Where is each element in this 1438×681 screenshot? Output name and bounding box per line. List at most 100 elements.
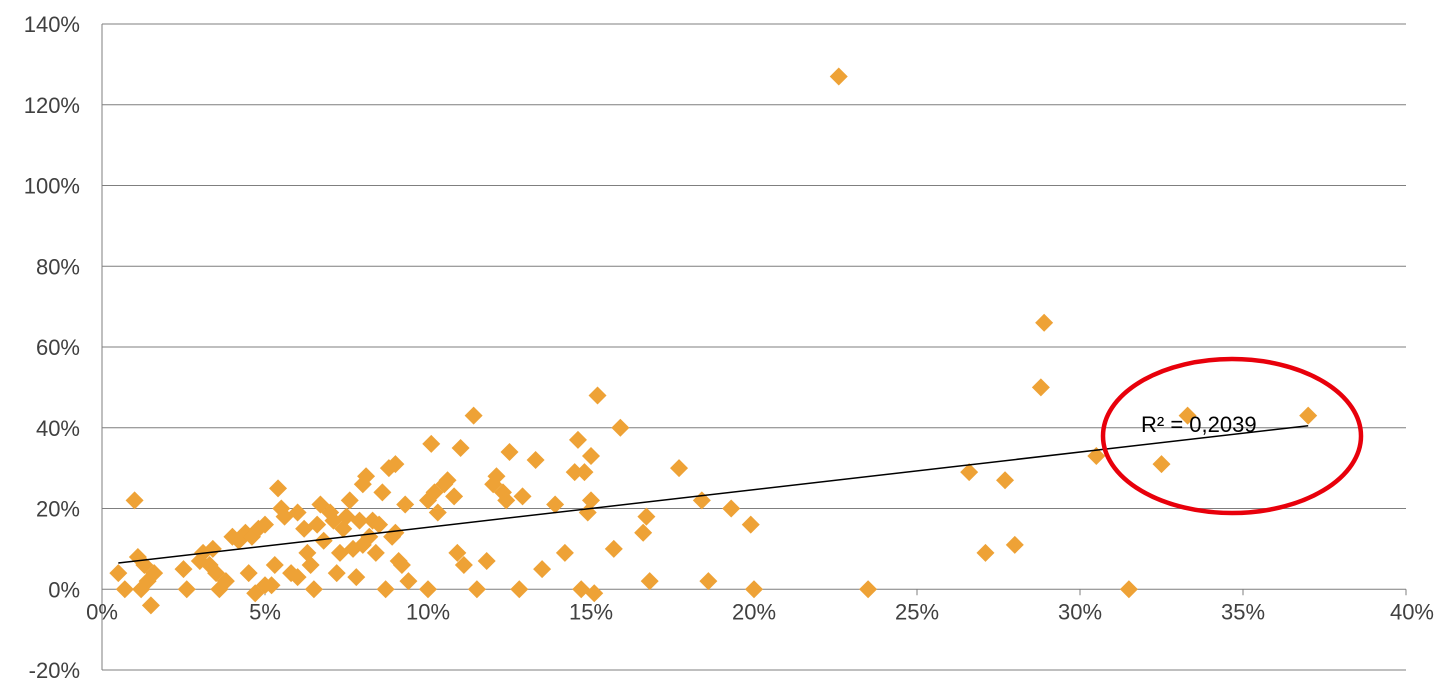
data-point	[396, 495, 415, 514]
data-point	[467, 580, 486, 599]
data-point	[174, 560, 193, 579]
data-point	[350, 511, 369, 530]
data-point	[269, 479, 288, 498]
data-point	[370, 515, 389, 534]
data-point	[1119, 580, 1138, 599]
x-tick-label: 10%	[406, 599, 450, 624]
data-point	[582, 491, 600, 510]
highlight-ellipse	[1100, 356, 1364, 516]
data-point	[141, 596, 160, 615]
y-tick-label: 60%	[36, 335, 80, 360]
data-point	[337, 507, 356, 526]
x-tick-label: 35%	[1221, 599, 1265, 624]
data-point	[295, 519, 314, 538]
x-tick-label: 5%	[249, 599, 281, 624]
data-point	[265, 556, 284, 575]
data-point	[419, 580, 437, 599]
data-point	[399, 572, 418, 591]
data-point	[1031, 378, 1050, 397]
y-tick-label: 20%	[36, 497, 80, 522]
data-point	[288, 503, 307, 522]
data-point	[533, 560, 552, 579]
data-point	[745, 580, 763, 599]
x-axis-labels: 0% 5% 10% 15% 20% 25% 30% 35% 40%	[86, 599, 1434, 624]
y-tick-label: 120%	[24, 93, 80, 118]
data-point	[670, 459, 689, 478]
data-point	[582, 447, 600, 466]
data-point	[445, 487, 464, 506]
data-point	[510, 580, 529, 599]
y-tick-label: -20%	[29, 658, 80, 681]
data-point	[859, 580, 878, 599]
data-point	[960, 463, 979, 482]
data-point	[585, 584, 604, 603]
data-point	[275, 507, 294, 526]
data-point	[239, 564, 258, 583]
r2-annotation: R² = 0,2039	[1141, 412, 1257, 437]
data-point	[546, 495, 565, 514]
data-point	[327, 564, 346, 583]
y-axis-labels: -20% 0% 20% 40% 60% 80% 100% 120% 140%	[24, 12, 80, 681]
data-point	[464, 406, 483, 425]
data-point	[109, 564, 128, 583]
data-point	[477, 551, 496, 570]
data-point	[1299, 406, 1318, 425]
data-point	[340, 491, 359, 510]
data-point	[125, 491, 144, 510]
x-tick-label: 20%	[732, 599, 776, 624]
data-point	[314, 531, 333, 550]
data-point	[741, 515, 760, 534]
data-point	[357, 467, 376, 486]
data-point	[256, 515, 274, 534]
data-point	[692, 491, 711, 510]
data-point	[428, 503, 447, 522]
data-point	[500, 442, 519, 461]
data-point	[1035, 313, 1054, 332]
data-point	[386, 455, 405, 474]
data-point	[308, 515, 327, 534]
data-point	[262, 576, 281, 595]
x-tick-label: 0%	[86, 599, 118, 624]
data-point	[829, 67, 848, 86]
data-point	[1005, 535, 1024, 554]
data-point	[722, 499, 741, 518]
y-tick-label: 100%	[24, 174, 80, 199]
data-point	[392, 556, 411, 575]
data-point	[376, 580, 395, 599]
data-point	[1152, 455, 1171, 474]
data-point	[177, 580, 196, 599]
data-point	[572, 580, 591, 599]
data-point	[497, 491, 516, 510]
data-point	[526, 451, 545, 470]
data-points	[109, 67, 1318, 615]
data-point	[637, 507, 656, 526]
x-tick-label: 15%	[569, 599, 613, 624]
data-point	[115, 580, 134, 599]
data-point	[699, 572, 718, 591]
y-tick-label: 40%	[36, 416, 80, 441]
data-point	[448, 543, 467, 562]
data-point	[604, 539, 623, 558]
y-tick-label: 0%	[48, 577, 80, 602]
data-point	[288, 568, 307, 587]
data-point	[487, 467, 506, 486]
x-tick-label: 40%	[1390, 599, 1434, 624]
x-tick-label: 30%	[1058, 599, 1102, 624]
data-point	[451, 438, 470, 457]
data-point	[216, 572, 235, 591]
data-point	[976, 543, 995, 562]
data-point	[422, 434, 441, 453]
data-point	[311, 495, 330, 514]
data-point	[304, 580, 323, 599]
data-point	[366, 543, 385, 562]
data-point	[203, 539, 222, 558]
data-point	[588, 386, 607, 405]
y-tick-label: 80%	[36, 254, 80, 279]
data-point	[513, 487, 532, 506]
data-point	[330, 543, 349, 562]
data-point	[386, 523, 405, 542]
data-point	[640, 572, 659, 591]
x-tick-label: 25%	[895, 599, 939, 624]
data-point	[575, 463, 594, 482]
